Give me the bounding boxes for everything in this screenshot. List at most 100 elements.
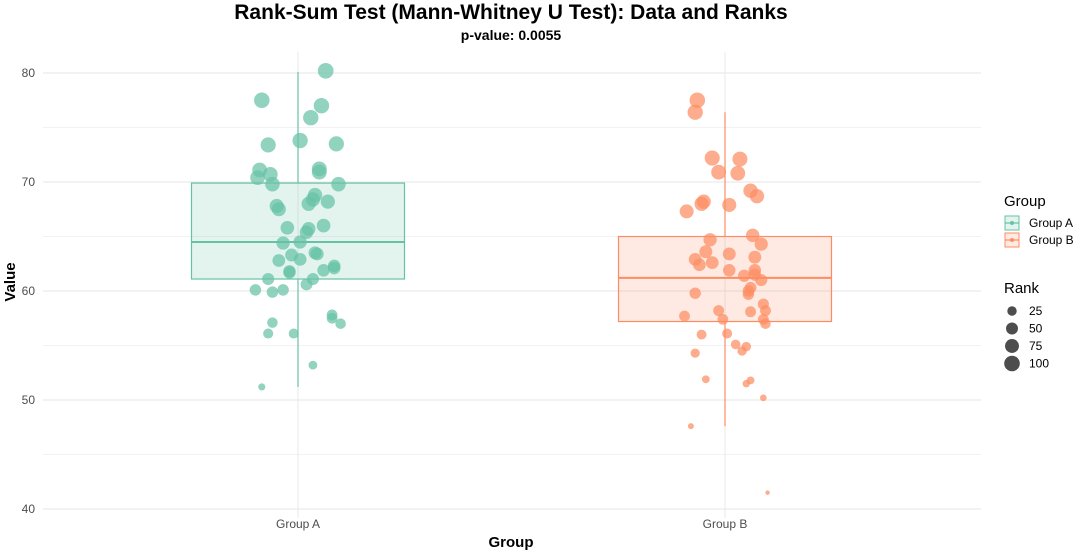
x-axis-title: Group bbox=[489, 534, 534, 551]
data-point bbox=[326, 312, 338, 324]
legend-rank-label: 50 bbox=[1029, 322, 1043, 336]
data-point bbox=[316, 218, 331, 233]
data-point bbox=[317, 264, 330, 277]
legend-group-title: Group bbox=[1004, 193, 1046, 210]
data-point bbox=[696, 194, 711, 209]
y-tick-label: 80 bbox=[22, 66, 36, 80]
data-point bbox=[745, 228, 760, 243]
data-point bbox=[327, 261, 341, 275]
data-point bbox=[704, 150, 720, 166]
data-point bbox=[679, 310, 690, 322]
data-point bbox=[765, 490, 770, 495]
y-axis-title: Value bbox=[2, 262, 19, 301]
data-point bbox=[689, 92, 706, 109]
data-point bbox=[266, 286, 279, 298]
data-point bbox=[759, 394, 767, 402]
data-point bbox=[263, 328, 274, 339]
data-point bbox=[722, 328, 733, 339]
data-point bbox=[313, 97, 330, 114]
legend-rank-key bbox=[1007, 306, 1017, 316]
data-point bbox=[320, 194, 335, 209]
axis-layer: 40 50 60 70 80 Group A Group B bbox=[22, 66, 748, 531]
data-point bbox=[749, 188, 765, 204]
y-tick-label: 40 bbox=[22, 502, 36, 516]
y-tick-label: 50 bbox=[22, 393, 36, 407]
data-point bbox=[723, 264, 736, 277]
legend-rank-key bbox=[1004, 355, 1020, 372]
data-point bbox=[292, 132, 308, 149]
data-point bbox=[730, 165, 746, 181]
data-point bbox=[687, 104, 703, 120]
data-point bbox=[742, 379, 751, 388]
data-point bbox=[272, 254, 286, 267]
data-point bbox=[331, 176, 346, 192]
data-point bbox=[288, 328, 299, 339]
data-point bbox=[276, 236, 290, 250]
data-point bbox=[701, 375, 710, 384]
data-point bbox=[249, 284, 262, 296]
data-point bbox=[745, 306, 757, 318]
data-point bbox=[277, 284, 289, 296]
chart-title: Rank-Sum Test (Mann-Whitney U Test): Dat… bbox=[234, 1, 787, 24]
legend-group-label: Group A bbox=[1029, 216, 1073, 230]
data-point bbox=[317, 62, 334, 79]
data-point bbox=[308, 360, 318, 370]
data-point bbox=[250, 170, 265, 185]
box-layer bbox=[190, 71, 833, 427]
data-point bbox=[679, 204, 694, 219]
legend-group-key-dot bbox=[1010, 221, 1014, 225]
data-point bbox=[755, 274, 768, 287]
x-tick-label: Group A bbox=[276, 517, 320, 531]
data-point bbox=[759, 305, 771, 317]
data-point bbox=[311, 164, 327, 180]
data-point bbox=[690, 348, 700, 358]
data-point bbox=[280, 220, 295, 235]
data-point bbox=[754, 237, 768, 251]
y-tick-label: 60 bbox=[22, 284, 36, 298]
data-point bbox=[748, 250, 762, 264]
x-tick-label: Group B bbox=[703, 517, 748, 531]
data-point bbox=[696, 329, 707, 340]
data-point bbox=[293, 235, 307, 249]
data-point bbox=[301, 196, 316, 211]
data-point bbox=[254, 92, 270, 109]
data-point bbox=[730, 339, 741, 350]
legend-group-key-dot bbox=[1010, 238, 1014, 242]
data-point bbox=[328, 136, 344, 152]
data-point bbox=[265, 176, 280, 192]
legend-rank-title: Rank bbox=[1004, 280, 1040, 297]
data-point bbox=[711, 164, 727, 180]
data-point bbox=[737, 346, 747, 356]
data-point bbox=[732, 151, 748, 167]
data-point bbox=[300, 278, 313, 291]
data-point bbox=[699, 245, 713, 259]
y-tick-label: 70 bbox=[22, 175, 36, 189]
data-point bbox=[258, 383, 266, 391]
legend-rank-label: 25 bbox=[1029, 304, 1043, 318]
data-point bbox=[722, 247, 736, 261]
data-point bbox=[262, 272, 275, 286]
grid-layer bbox=[43, 52, 981, 518]
chart-subtitle: p-value: 0.0055 bbox=[461, 27, 562, 43]
data-point bbox=[267, 317, 278, 328]
data-point bbox=[689, 287, 701, 299]
data-point bbox=[760, 318, 771, 329]
data-point bbox=[303, 109, 319, 126]
data-point bbox=[742, 288, 755, 300]
data-point bbox=[713, 305, 725, 317]
point-layer bbox=[249, 62, 771, 495]
data-point bbox=[693, 258, 706, 272]
data-point bbox=[271, 202, 286, 217]
data-point bbox=[738, 269, 751, 282]
data-point bbox=[335, 318, 346, 329]
legend-rank: Rank 25 50 75 100 bbox=[1004, 280, 1049, 372]
legend-rank-key bbox=[1006, 322, 1018, 335]
legend-rank-key bbox=[1005, 339, 1019, 353]
data-point bbox=[310, 247, 324, 261]
legend-group: Group Group A Group B bbox=[1004, 193, 1074, 248]
data-point bbox=[260, 137, 276, 153]
data-point bbox=[687, 423, 694, 430]
data-point bbox=[722, 197, 737, 212]
legend-group-label: Group B bbox=[1029, 233, 1074, 247]
